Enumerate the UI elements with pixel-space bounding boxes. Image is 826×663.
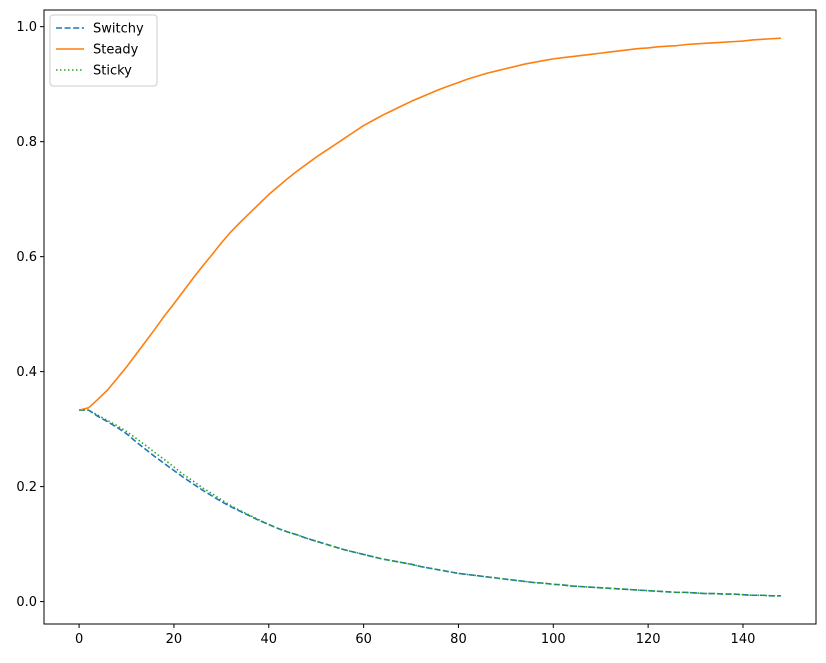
x-tick-label: 100: [541, 632, 566, 647]
x-tick-label: 140: [731, 632, 756, 647]
x-tick-label: 40: [260, 632, 277, 647]
legend-label-switchy: Switchy: [93, 22, 144, 37]
x-tick-label: 80: [450, 632, 467, 647]
x-tick-label: 0: [75, 632, 83, 647]
x-tick-label: 20: [166, 632, 183, 647]
y-axis: 0.0 0.2 0.4 0.6 0.8 1.0: [16, 20, 44, 610]
y-tick-label: 0.6: [16, 250, 37, 265]
y-tick-label: 0.8: [16, 135, 37, 150]
x-tick-label: 120: [636, 632, 661, 647]
plot-frame: [43, 9, 817, 625]
x-tick-label: 60: [355, 632, 372, 647]
x-axis: 0 20 40 60 80 100 120 140: [75, 624, 755, 647]
legend: Switchy Steady Sticky: [49, 14, 158, 87]
y-tick-label: 0.4: [16, 365, 37, 380]
series-line-steady: [78, 37, 781, 411]
y-tick-label: 0.0: [16, 595, 37, 610]
y-tick-label: 0.2: [16, 480, 37, 495]
legend-box: [49, 14, 158, 87]
y-tick-label: 1.0: [16, 20, 37, 35]
plot-series-group: [78, 37, 781, 597]
legend-label-sticky: Sticky: [93, 64, 132, 79]
series-line-switchy: [79, 409, 781, 597]
legend-label-steady: Steady: [93, 43, 139, 58]
